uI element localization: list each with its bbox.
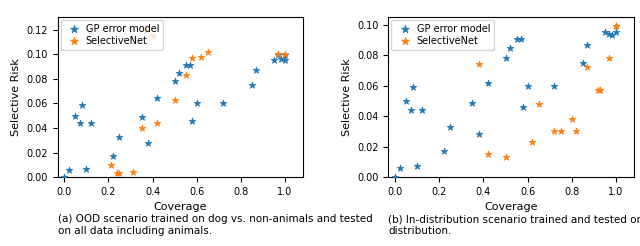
Y-axis label: Selective Risk: Selective Risk bbox=[11, 58, 21, 136]
GP error model bbox=[185, 63, 195, 67]
SelectiveNet bbox=[582, 65, 593, 69]
SelectiveNet bbox=[483, 152, 493, 156]
SelectiveNet bbox=[187, 56, 197, 60]
SelectiveNet bbox=[556, 129, 566, 133]
GP error model bbox=[474, 133, 484, 137]
GP error model bbox=[606, 33, 616, 37]
SelectiveNet bbox=[141, 28, 151, 31]
GP error model bbox=[401, 99, 412, 103]
SelectiveNet bbox=[571, 129, 581, 133]
SelectiveNet bbox=[611, 24, 621, 28]
SelectiveNet bbox=[500, 155, 511, 159]
GP error model bbox=[611, 31, 621, 34]
SelectiveNet bbox=[127, 170, 138, 174]
GP error model bbox=[578, 61, 588, 65]
Legend: GP error model, SelectiveNet: GP error model, SelectiveNet bbox=[61, 20, 163, 50]
GP error model bbox=[115, 135, 125, 138]
SelectiveNet bbox=[474, 62, 484, 66]
GP error model bbox=[394, 166, 404, 170]
GP error model bbox=[275, 57, 285, 61]
SelectiveNet bbox=[170, 98, 180, 102]
SelectiveNet bbox=[611, 24, 621, 28]
GP error model bbox=[511, 37, 522, 41]
GP error model bbox=[467, 101, 477, 105]
GP error model bbox=[191, 101, 202, 105]
GP error model bbox=[180, 63, 191, 67]
X-axis label: Coverage: Coverage bbox=[484, 202, 538, 212]
GP error model bbox=[600, 31, 610, 34]
GP error model bbox=[445, 125, 456, 129]
GP error model bbox=[136, 115, 147, 119]
GP error model bbox=[70, 114, 81, 118]
GP error model bbox=[406, 108, 416, 112]
GP error model bbox=[143, 141, 153, 145]
Legend: GP error model, SelectiveNet: GP error model, SelectiveNet bbox=[392, 20, 494, 50]
GP error model bbox=[604, 32, 614, 36]
GP error model bbox=[174, 71, 184, 75]
SelectiveNet bbox=[534, 102, 544, 106]
GP error model bbox=[170, 79, 180, 83]
GP error model bbox=[505, 46, 515, 50]
GP error model bbox=[438, 149, 449, 153]
SelectiveNet bbox=[593, 88, 604, 92]
SelectiveNet bbox=[115, 171, 125, 175]
GP error model bbox=[522, 84, 532, 88]
GP error model bbox=[582, 43, 593, 46]
GP error model bbox=[252, 68, 262, 72]
Text: (b) In-distribution scenario trained and tested on the same
distribution.: (b) In-distribution scenario trained and… bbox=[388, 214, 640, 236]
GP error model bbox=[280, 53, 290, 57]
SelectiveNet bbox=[280, 52, 290, 56]
GP error model bbox=[280, 58, 290, 62]
X-axis label: Coverage: Coverage bbox=[154, 202, 207, 212]
GP error model bbox=[247, 83, 257, 87]
SelectiveNet bbox=[595, 88, 605, 92]
SelectiveNet bbox=[180, 73, 191, 77]
GP error model bbox=[269, 58, 279, 62]
GP error model bbox=[408, 85, 418, 89]
Text: (a) OOD scenario trained on dog vs. non-animals and tested
on all data including: (a) OOD scenario trained on dog vs. non-… bbox=[58, 214, 372, 236]
GP error model bbox=[81, 167, 92, 170]
GP error model bbox=[390, 175, 400, 179]
GP error model bbox=[516, 37, 526, 41]
GP error model bbox=[63, 168, 74, 172]
SelectiveNet bbox=[203, 50, 213, 54]
SelectiveNet bbox=[112, 171, 122, 175]
GP error model bbox=[187, 119, 197, 123]
SelectiveNet bbox=[136, 126, 147, 130]
GP error model bbox=[59, 175, 69, 179]
GP error model bbox=[417, 108, 427, 112]
GP error model bbox=[108, 154, 118, 158]
GP error model bbox=[611, 24, 621, 28]
GP error model bbox=[412, 165, 422, 169]
GP error model bbox=[518, 105, 528, 109]
GP error model bbox=[77, 103, 87, 107]
GP error model bbox=[75, 121, 85, 125]
GP error model bbox=[86, 121, 96, 125]
GP error model bbox=[483, 81, 493, 85]
Y-axis label: Selective Risk: Selective Risk bbox=[342, 58, 352, 136]
GP error model bbox=[500, 56, 511, 60]
SelectiveNet bbox=[527, 140, 537, 144]
GP error model bbox=[218, 101, 228, 105]
SelectiveNet bbox=[152, 121, 162, 125]
GP error model bbox=[273, 53, 284, 57]
GP error model bbox=[152, 96, 162, 100]
SelectiveNet bbox=[566, 117, 577, 121]
SelectiveNet bbox=[196, 55, 206, 59]
SelectiveNet bbox=[604, 56, 614, 60]
SelectiveNet bbox=[106, 163, 116, 167]
GP error model bbox=[549, 84, 559, 88]
SelectiveNet bbox=[549, 129, 559, 133]
SelectiveNet bbox=[273, 52, 284, 56]
SelectiveNet bbox=[147, 34, 157, 38]
